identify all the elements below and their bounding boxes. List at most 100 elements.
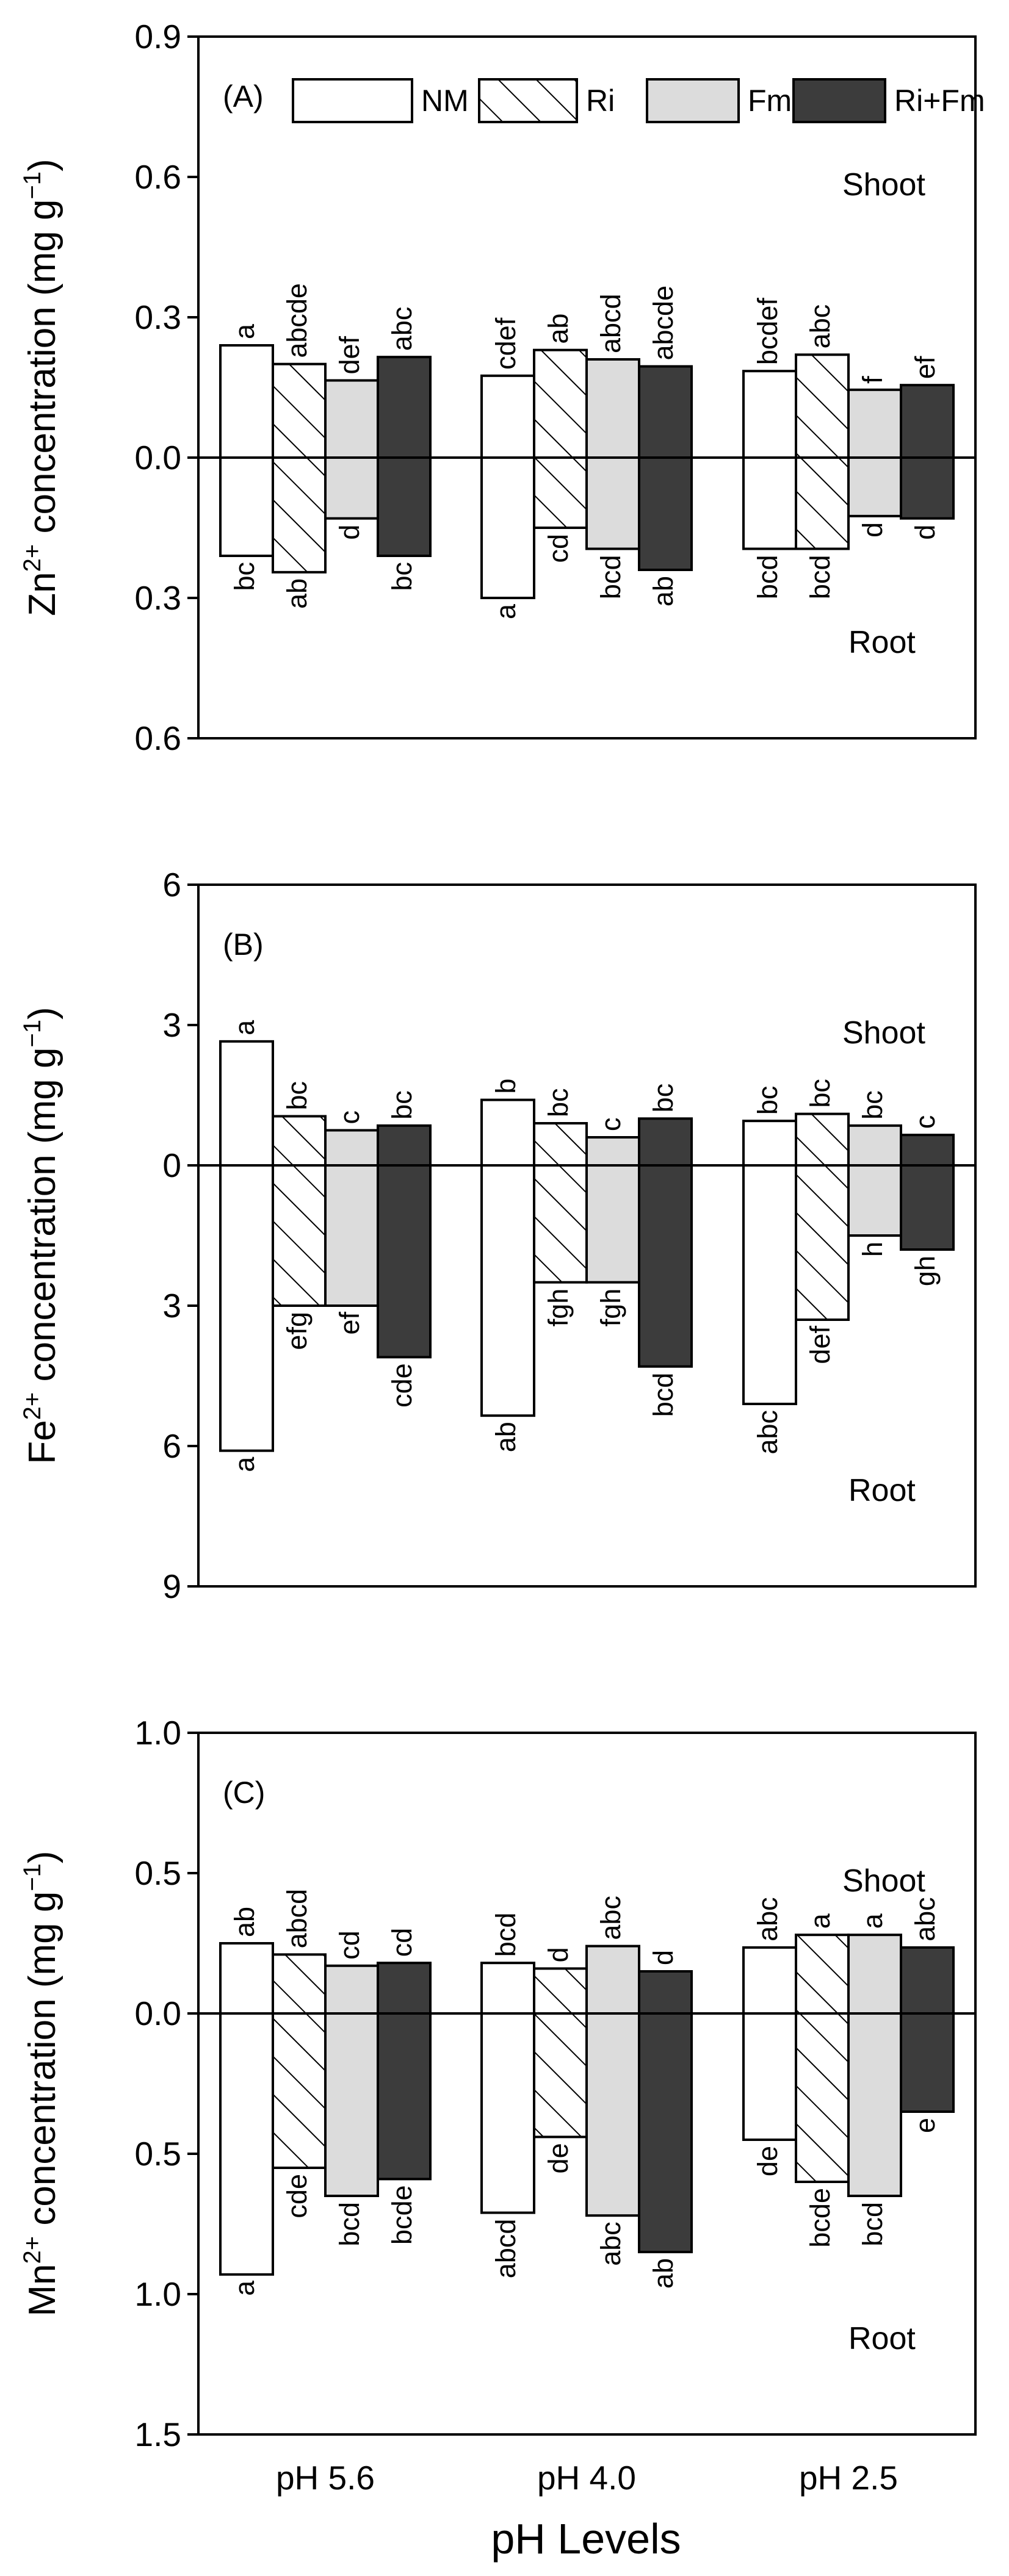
shoot-letter: abcd: [595, 293, 626, 353]
bar-shoot-fm-2: [585, 1945, 640, 2015]
shoot-letter: bc: [857, 1090, 888, 1120]
y-tick-label: 6: [162, 866, 181, 904]
root-letter: ab: [490, 1422, 521, 1452]
shoot-label: Shoot: [842, 167, 925, 203]
y-tick-label: 1.0: [135, 1714, 181, 1752]
shoot-letter: a: [805, 1913, 836, 1929]
y-tick-label: 0: [162, 1146, 181, 1184]
plot-frame: [197, 883, 977, 1588]
shoot-letter: a: [229, 1020, 260, 1035]
y-tick-label: 0.6: [135, 158, 181, 196]
legend-label-fm: Fm: [748, 84, 792, 118]
panel-tag: (C): [223, 1775, 265, 1810]
bar-shoot-fm-1: [324, 1129, 379, 1167]
shoot-letter: c: [910, 1115, 941, 1129]
bar-shoot-nm-3: [742, 1946, 797, 2015]
shoot-letter: c: [334, 1110, 365, 1124]
shoot-letter: bc: [752, 1086, 783, 1115]
shoot-letter: c: [595, 1118, 626, 1132]
bar-root-ri-3: [795, 1164, 850, 1321]
bar-root-ri-fm-3: [900, 1164, 955, 1251]
bar-shoot-fm-2: [585, 1136, 640, 1167]
root-letter: bcd: [752, 555, 783, 600]
bar-root-ri-2: [533, 456, 588, 529]
bar-shoot-ri-2: [533, 1967, 588, 2015]
bar-shoot-ri-3: [795, 1112, 850, 1167]
bar-shoot-nm-1: [219, 1040, 274, 1167]
shoot-letter: b: [490, 1079, 521, 1094]
chart-panels: abcabcdeabdefdabcbccdefaabcdabcdbcdabcde…: [19, 18, 985, 2453]
root-letter: d: [334, 525, 365, 540]
root-letter: de: [752, 2146, 783, 2176]
bar-root-fm-1: [324, 1164, 379, 1307]
bar-shoot-nm-2: [480, 1098, 535, 1167]
bar-shoot-ri-1: [272, 1953, 327, 2015]
bar-shoot-ri-fm-2: [638, 365, 693, 459]
x-tick-label: pH 2.5: [799, 2459, 898, 2497]
bar-root-ri-3: [795, 2012, 850, 2183]
bar-shoot-ri-fm-1: [377, 1962, 432, 2015]
shoot-letter: bcd: [490, 1913, 521, 1957]
shoot-letter: bc: [281, 1081, 313, 1110]
shoot-letter: a: [229, 323, 260, 339]
legend-label-nm: NM: [421, 84, 469, 118]
shoot-letter: abc: [386, 307, 418, 351]
bar-shoot-ri-fm-3: [900, 1946, 955, 2015]
bar-shoot-fm-3: [847, 388, 902, 459]
shoot-letter: a: [857, 1913, 888, 1929]
root-letter: bcde: [386, 2185, 418, 2245]
plot-frame: [197, 35, 977, 739]
shoot-letter: abcd: [281, 1889, 313, 1949]
root-letter: gh: [910, 1256, 941, 1286]
y-tick-label: 0.0: [135, 439, 181, 477]
x-axis-label: pH Levels: [491, 2515, 681, 2563]
root-letter: ab: [648, 576, 679, 606]
root-letter: a: [229, 2280, 260, 2296]
root-label: Root: [848, 1473, 916, 1508]
bar-shoot-fm-1: [324, 379, 379, 459]
x-tick-label: pH 5.6: [276, 2459, 375, 2497]
shoot-letter: abcde: [281, 283, 313, 358]
legend-swatch-fm: [646, 78, 740, 123]
y-tick-label: 0.3: [135, 579, 181, 617]
bar-root-ri-fm-3: [900, 456, 955, 520]
root-letter: bcd: [648, 1373, 679, 1417]
bar-shoot-ri-fm-3: [900, 384, 955, 459]
bar-root-nm-3: [742, 2012, 797, 2141]
bar-root-ri-3: [795, 456, 850, 550]
y-tick-label: 6: [162, 1427, 181, 1465]
bar-root-ri-1: [272, 1164, 327, 1307]
shoot-letter: cdef: [490, 317, 521, 370]
bar-root-nm-2: [480, 456, 535, 599]
bar-root-ri-fm-3: [900, 2012, 955, 2113]
shoot-letter: bc: [543, 1088, 574, 1117]
root-letter: bcde: [805, 2188, 836, 2248]
root-label: Root: [848, 625, 916, 660]
bar-shoot-ri-fm-2: [638, 1117, 693, 1167]
bar-shoot-ri-3: [795, 353, 850, 459]
root-letter: bcd: [805, 555, 836, 600]
root-letter: d: [857, 522, 888, 538]
shoot-letter: bc: [805, 1079, 836, 1108]
root-letter: bc: [386, 562, 418, 591]
bar-root-ri-fm-1: [377, 2012, 432, 2181]
bar-shoot-nm-1: [219, 1942, 274, 2015]
legend-swatch-nm: [292, 78, 413, 123]
bar-root-nm-3: [742, 456, 797, 550]
bar-root-fm-2: [585, 2012, 640, 2217]
bar-root-fm-1: [324, 2012, 379, 2197]
root-letter: bcd: [334, 2202, 365, 2247]
shoot-letter: abc: [752, 1897, 783, 1941]
bar-shoot-ri-fm-3: [900, 1134, 955, 1167]
shoot-letter: bc: [386, 1090, 418, 1120]
shoot-letter: cd: [334, 1930, 365, 1960]
bar-root-ri-1: [272, 2012, 327, 2169]
shoot-letter: d: [543, 1947, 574, 1962]
bar-root-fm-3: [847, 456, 902, 517]
y-tick-label: 3: [162, 1006, 181, 1044]
panel-c: abaabcdcdecdbcdcdbcdebcdabcdddeabcabcdab…: [19, 1714, 977, 2453]
shoot-label: Shoot: [842, 1863, 925, 1899]
y-tick-label: 1.0: [135, 2275, 181, 2313]
bar-root-ri-2: [533, 2012, 588, 2139]
legend-swatch-ri-fm: [792, 78, 886, 123]
